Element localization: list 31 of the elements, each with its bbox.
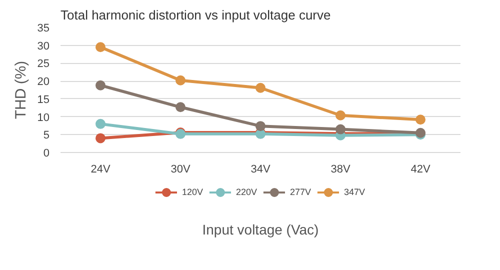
y-tick-label: 35 xyxy=(37,22,50,34)
y-tick-label: 25 xyxy=(37,58,50,70)
y-tick-label: 5 xyxy=(43,130,50,142)
point xyxy=(96,133,106,144)
point xyxy=(336,110,346,120)
point xyxy=(416,114,426,125)
x-tick-label: 24V xyxy=(90,164,111,176)
point xyxy=(176,102,186,112)
legend-label: 347V xyxy=(344,187,366,197)
x-tick-label: 30V xyxy=(170,164,191,176)
y-axis-title: THD (%) xyxy=(12,60,30,120)
point xyxy=(96,42,106,52)
legend-label: 220V xyxy=(236,187,257,197)
point xyxy=(176,75,186,86)
x-tick-label: 42V xyxy=(410,164,431,176)
y-tick-label: 30 xyxy=(37,40,50,52)
point xyxy=(336,124,346,134)
x-axis-title: Input voltage (Vac) xyxy=(202,222,319,238)
y-tick-label: 10 xyxy=(37,112,50,124)
point xyxy=(96,80,106,90)
point xyxy=(96,118,106,129)
legend-label: 277V xyxy=(290,187,312,197)
point xyxy=(256,82,266,93)
point xyxy=(256,121,266,132)
y-tick-label: 0 xyxy=(43,148,50,160)
y-tick-label: 15 xyxy=(37,94,50,106)
x-tick-label: 38V xyxy=(330,164,351,176)
x-tick-label: 34V xyxy=(250,164,271,176)
legend-label: 120V xyxy=(182,187,203,197)
chart-title: Total harmonic distortion vs input voltage curve xyxy=(60,8,331,22)
y-tick-label: 20 xyxy=(37,76,50,88)
